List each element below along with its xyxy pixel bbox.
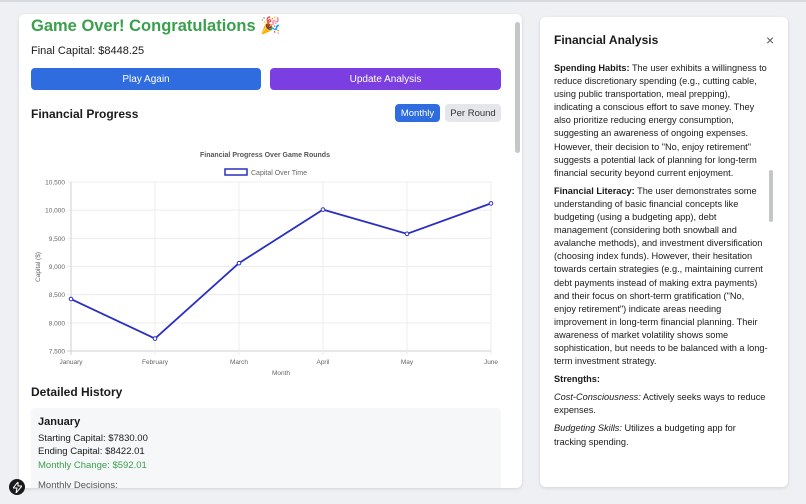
lightning-icon-glyph xyxy=(12,481,22,493)
update-analysis-button[interactable]: Update Analysis xyxy=(270,68,501,90)
left-scrollbar[interactable] xyxy=(515,22,520,153)
final-capital: Final Capital: $8448.25 xyxy=(31,45,145,57)
financial-literacy-text: The user demonstrates some understanding… xyxy=(554,185,768,367)
per-round-toggle-button[interactable]: Per Round xyxy=(445,104,501,122)
strengths-heading: Strengths: xyxy=(554,373,768,386)
data-point xyxy=(488,201,494,206)
lightning-icon[interactable] xyxy=(9,479,25,495)
data-point xyxy=(68,296,74,302)
legend-swatch xyxy=(224,168,248,176)
analysis-scrollbar[interactable] xyxy=(769,170,773,222)
close-icon[interactable]: × xyxy=(766,32,775,48)
analysis-text: Spending Habits: The user exhibits a wil… xyxy=(554,62,768,450)
financial-literacy-label: Financial Literacy: xyxy=(554,185,635,196)
chart-title: Financial Progress Over Game Rounds xyxy=(200,152,330,159)
budgeting-skills-text: Utilizes a budgeting app for tracking sp… xyxy=(554,423,736,447)
financial-analysis-title: Financial Analysis xyxy=(554,33,659,47)
monthly-toggle-button[interactable]: Monthly xyxy=(395,104,440,122)
x-tick-label: February xyxy=(142,359,169,366)
data-point xyxy=(404,231,410,237)
cost-consciousness-item: Cost-Consciousness: Actively seeks ways … xyxy=(554,391,768,417)
spending-habits-label: Spending Habits: xyxy=(554,63,630,73)
history-entry: January Starting Capital: $7830.00 Endin… xyxy=(31,408,501,488)
budgeting-skills-label: Budgeting Skills: xyxy=(554,423,622,434)
monthly-decisions-label: Monthly Decisions: xyxy=(38,480,118,488)
capital-series xyxy=(68,201,494,341)
y-tick-label: 9,000 xyxy=(49,264,66,271)
play-again-button[interactable]: Play Again xyxy=(31,68,261,90)
spending-habits-text: The user exhibits a willingness to reduc… xyxy=(554,63,767,178)
x-axis-label: Month xyxy=(272,370,290,377)
y-tick-label: 8,000 xyxy=(49,320,66,327)
y-tick-label: 9,500 xyxy=(49,236,66,243)
financial-analysis-panel: Financial Analysis × Spending Habits: Th… xyxy=(540,17,788,487)
financial-literacy-paragraph: Financial Literacy: The user demonstrate… xyxy=(554,185,768,368)
financial-progress-title: Financial Progress xyxy=(31,107,139,121)
x-tick-label: April xyxy=(316,359,330,366)
y-tick-label: 10,000 xyxy=(45,208,65,215)
strengths-label: Strengths: xyxy=(554,374,600,385)
y-tick-label: 10,500 xyxy=(45,180,65,187)
x-tick-label: June xyxy=(484,359,498,366)
monthly-change: Monthly Change: $592.01 xyxy=(38,460,147,471)
spending-habits-paragraph: Spending Habits: The user exhibits a wil… xyxy=(554,62,768,180)
y-tick-label: 8,500 xyxy=(49,292,66,299)
y-tick-label: 7,500 xyxy=(49,349,66,356)
ending-capital: Ending Capital: $8422.01 xyxy=(38,446,145,457)
x-tick-label: May xyxy=(401,359,414,366)
data-point xyxy=(152,336,158,341)
history-month: January xyxy=(38,416,81,428)
cost-consciousness-label: Cost-Consciousness: xyxy=(554,392,641,403)
x-tick-label: January xyxy=(59,359,83,366)
legend-label: Capital Over Time xyxy=(251,170,307,177)
party-popper-icon: 🎉 xyxy=(260,17,281,35)
game-over-title: Game Over! Congratulations 🎉 xyxy=(31,17,281,36)
data-point xyxy=(236,260,242,266)
y-axis-ticks: 10,500 10,000 9,500 9,000 8,500 8,000 7,500 xyxy=(45,180,65,356)
x-tick-label: March xyxy=(230,359,248,366)
detailed-history-title: Detailed History xyxy=(31,385,123,399)
cost-consciousness-text: Actively seeks ways to reduce expenses. xyxy=(554,392,766,416)
game-results-content: Game Over! Congratulations 🎉 Final Capit… xyxy=(19,14,512,488)
chart-grid xyxy=(67,181,492,355)
starting-capital: Starting Capital: $7830.00 xyxy=(38,433,148,444)
financial-progress-chart: Financial Progress Over Game Rounds Capi… xyxy=(35,152,498,377)
game-over-title-text: Game Over! Congratulations xyxy=(31,17,256,35)
budgeting-skills-item: Budgeting Skills: Utilizes a budgeting a… xyxy=(554,422,768,448)
y-axis-label: Capital ($) xyxy=(35,252,42,282)
capital-series-line xyxy=(70,202,492,340)
game-results-panel: Game Over! Congratulations 🎉 Final Capit… xyxy=(19,14,522,488)
top-divider xyxy=(0,0,806,2)
data-point xyxy=(320,207,326,212)
x-axis-ticks: January February March April May June xyxy=(59,359,498,366)
